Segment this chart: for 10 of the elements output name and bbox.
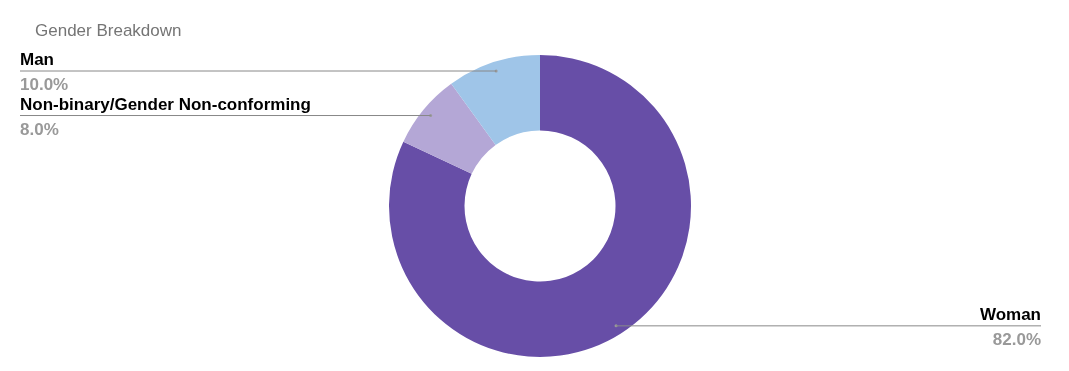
data-label: 82.0% xyxy=(992,329,1041,349)
slice-label: Man xyxy=(20,50,54,70)
chart-title: Gender Breakdown xyxy=(35,21,182,41)
donut-slice xyxy=(389,55,691,357)
donut-slice xyxy=(451,55,540,145)
slice-label: Non-binary/Gender Non-conforming xyxy=(20,94,311,114)
data-label: 8.0% xyxy=(20,119,59,139)
slice-label: Woman xyxy=(979,304,1041,324)
donut-slice xyxy=(403,83,496,174)
data-label: 10.0% xyxy=(20,75,69,95)
